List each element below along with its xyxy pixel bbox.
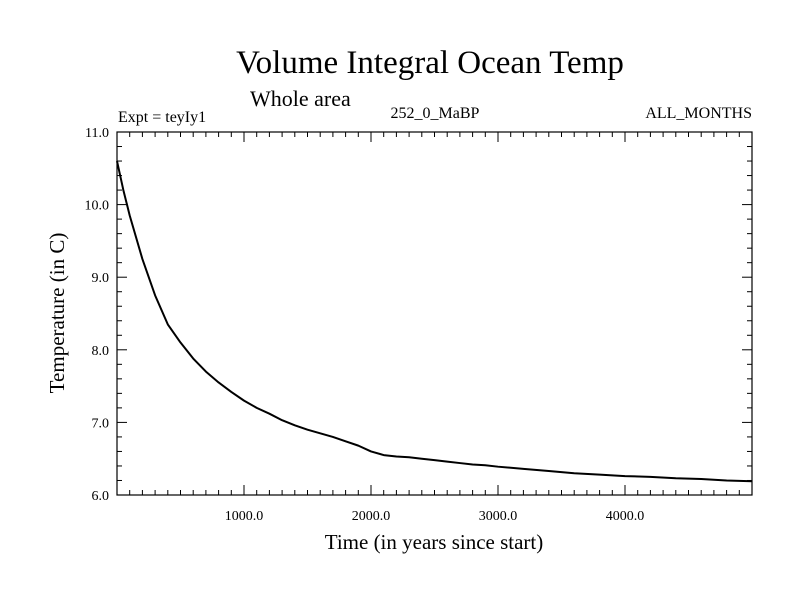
chart-subtitle: Whole area bbox=[250, 86, 351, 111]
y-tick-label: 8.0 bbox=[92, 344, 110, 359]
y-tick-label: 11.0 bbox=[85, 126, 109, 141]
plot-frame bbox=[116, 131, 753, 496]
experiment-label: Expt = teyIy1 bbox=[118, 109, 206, 126]
y-tick-labels: 6.0 7.0 8.0 9.0 10.0 11.0 bbox=[85, 126, 110, 504]
y-tick-label: 9.0 bbox=[92, 271, 110, 286]
x-axis-label: Time (in years since start) bbox=[325, 530, 544, 554]
axis-ticks bbox=[117, 132, 752, 495]
y-tick-label: 7.0 bbox=[92, 416, 110, 431]
x-tick-label: 4000.0 bbox=[606, 509, 645, 524]
y-tick-label: 10.0 bbox=[85, 199, 110, 214]
y-tick-label: 6.0 bbox=[92, 489, 110, 504]
x-tick-labels: 1000.0 2000.0 3000.0 4000.0 bbox=[225, 509, 645, 524]
period-label: 252_0_MaBP bbox=[391, 105, 480, 122]
y-axis-label: Temperature (in C) bbox=[45, 233, 69, 394]
x-tick-label: 1000.0 bbox=[225, 509, 264, 524]
chart-title: Volume Integral Ocean Temp bbox=[236, 45, 624, 81]
x-tick-label: 3000.0 bbox=[479, 509, 518, 524]
months-label: ALL_MONTHS bbox=[645, 105, 752, 122]
x-tick-label: 2000.0 bbox=[352, 509, 391, 524]
series-line-ocean-temp bbox=[116, 160, 753, 483]
